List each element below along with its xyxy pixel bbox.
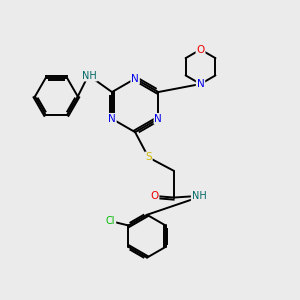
Text: S: S <box>145 152 152 162</box>
Text: NH: NH <box>192 191 206 201</box>
Text: N: N <box>108 114 116 124</box>
Text: N: N <box>197 79 204 89</box>
Text: NH: NH <box>82 71 97 81</box>
Text: Cl: Cl <box>106 216 116 226</box>
Text: N: N <box>154 114 162 124</box>
Text: O: O <box>196 44 205 55</box>
Text: O: O <box>150 191 159 201</box>
Text: N: N <box>131 74 139 84</box>
